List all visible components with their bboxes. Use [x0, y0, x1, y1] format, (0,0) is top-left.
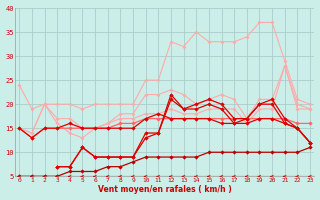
X-axis label: Vent moyen/en rafales ( km/h ): Vent moyen/en rafales ( km/h )	[98, 185, 232, 194]
